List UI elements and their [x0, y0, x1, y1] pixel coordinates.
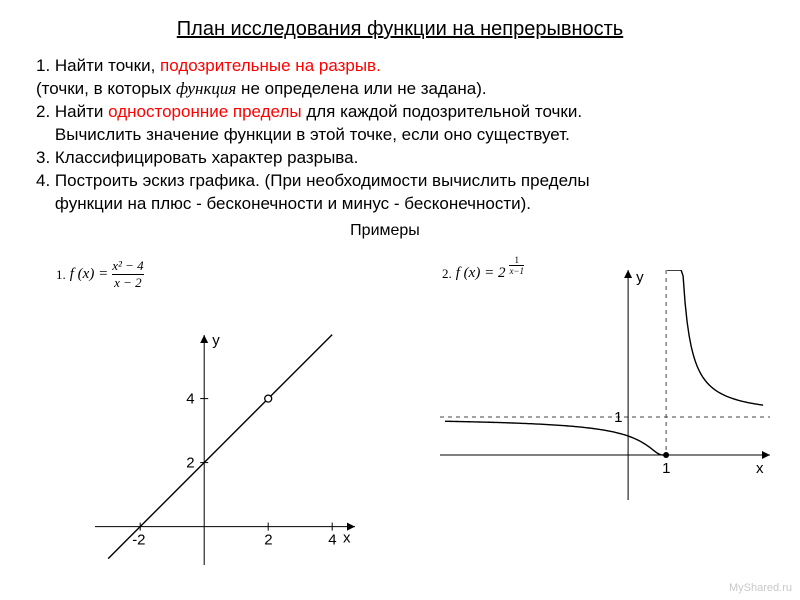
svg-text:1: 1 — [662, 460, 670, 477]
formula-2-exp-num: 1 — [509, 255, 524, 265]
step-1b-b: не определена или не задана). — [236, 79, 486, 98]
formula-1-label: 1. — [56, 267, 66, 283]
watermark: MyShared.ru — [729, 582, 792, 594]
step-2b: Вычислить значение функции в этой точке,… — [36, 124, 764, 147]
step-4a: 4. Построить эскиз графика. (При необход… — [36, 170, 764, 193]
svg-text:4: 4 — [328, 532, 336, 549]
step-1b-a: (точки, в которых — [36, 79, 176, 98]
svg-text:-2: -2 — [132, 532, 145, 549]
svg-text:y: y — [636, 270, 644, 286]
examples-label: Примеры — [6, 222, 764, 240]
step-1-fn: функция — [176, 79, 236, 98]
step-2-prefix: 2. Найти — [36, 102, 108, 121]
page-root: План исследования функции на непрерывнос… — [0, 0, 800, 600]
step-3: 3. Классифицировать характер разрыва. — [36, 147, 764, 170]
formula-1: 1. f (x) = x² − 4 x − 2 — [56, 258, 144, 291]
chart-1: x y -2 2 4 2 4 — [95, 325, 355, 565]
page-title: План исследования функции на непрерывнос… — [36, 18, 764, 41]
step-2: 2. Найти односторонние пределы для каждо… — [36, 101, 764, 124]
step-2-red: односторонние пределы — [108, 102, 301, 121]
formula-1-lhs: f (x) = — [70, 266, 108, 283]
svg-text:x: x — [756, 460, 764, 477]
step-1-note: (точки, в которых функция не определена … — [36, 78, 764, 101]
formula-1-den: x − 2 — [112, 275, 143, 291]
svg-text:1: 1 — [614, 409, 622, 426]
svg-text:4: 4 — [186, 391, 194, 408]
step-1: 1. Найти точки, подозрительные на разрыв… — [36, 55, 764, 78]
step-1-red: подозрительные на разрыв. — [160, 56, 381, 75]
svg-text:2: 2 — [264, 532, 272, 549]
step-2-suffix: для каждой подозрительной точки. — [302, 102, 582, 121]
step-1-prefix: 1. Найти точки, — [36, 56, 160, 75]
svg-text:y: y — [212, 332, 220, 349]
formula-1-num: x² − 4 — [112, 258, 143, 274]
svg-text:x: x — [343, 530, 351, 547]
svg-text:2: 2 — [186, 455, 194, 472]
step-4b: функции на плюс - бесконечности и минус … — [36, 193, 764, 216]
chart-2: x y 1 1 — [440, 270, 770, 520]
